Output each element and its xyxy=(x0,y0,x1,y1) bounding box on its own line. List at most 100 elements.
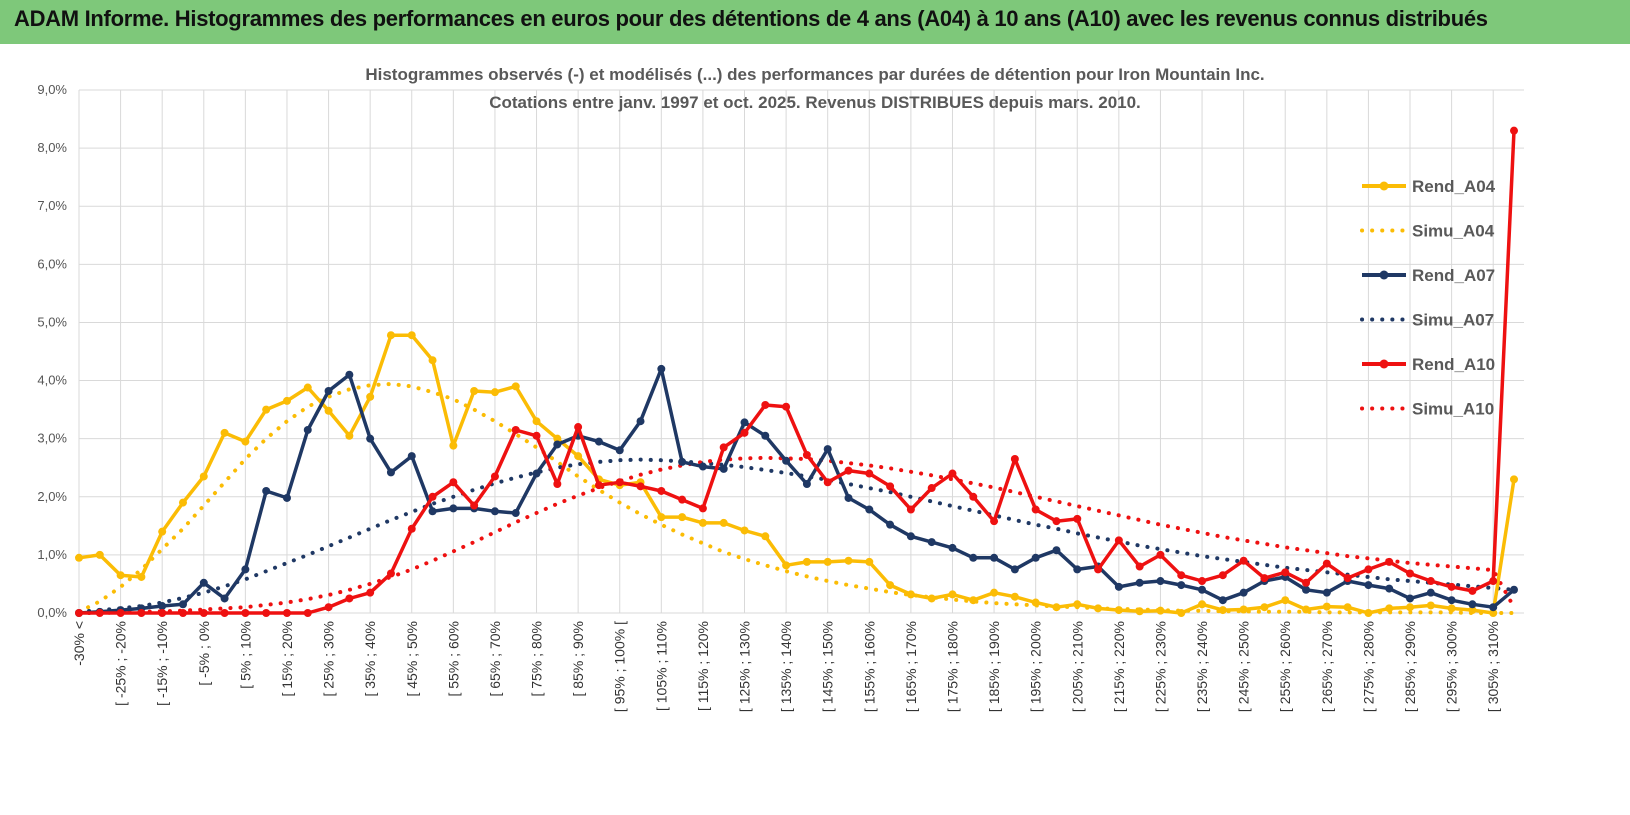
legend-label: Rend_A04 xyxy=(1412,177,1496,196)
data-point xyxy=(1447,604,1456,613)
data-point xyxy=(1135,562,1144,571)
data-point xyxy=(719,464,728,473)
x-tick-label: [ 275% ; 280% xyxy=(1360,621,1376,712)
data-point xyxy=(906,532,915,541)
y-tick-label: 6,0% xyxy=(37,256,67,271)
data-point xyxy=(574,452,583,461)
chart-background xyxy=(0,44,1630,815)
data-point xyxy=(740,428,749,437)
data-point xyxy=(1010,455,1019,464)
data-point xyxy=(782,456,791,465)
data-point xyxy=(1031,598,1040,607)
data-point xyxy=(1114,536,1123,545)
series-group xyxy=(75,126,1518,617)
data-point xyxy=(553,434,562,443)
y-tick-label: 4,0% xyxy=(37,373,67,388)
data-point xyxy=(1177,581,1186,590)
data-point xyxy=(1510,585,1518,594)
data-point xyxy=(1364,565,1373,574)
series-line xyxy=(79,130,1516,615)
x-tick-label: [ 165% ; 170% xyxy=(903,621,919,712)
x-tick-label: [ 295% ; 300% xyxy=(1444,621,1460,712)
data-point xyxy=(1177,609,1186,617)
data-point xyxy=(241,437,250,446)
data-point xyxy=(282,493,291,502)
x-tick-label: -30% < xyxy=(71,621,87,666)
data-point xyxy=(262,405,271,414)
data-point xyxy=(407,452,416,461)
data-point xyxy=(158,602,167,611)
data-point xyxy=(802,557,811,566)
data-point xyxy=(366,392,375,401)
x-tick-label: [ 265% ; 270% xyxy=(1319,621,1335,712)
y-tick-label: 0,0% xyxy=(37,605,67,620)
x-tick-label: [ 55% ; 60% xyxy=(445,621,461,697)
data-point xyxy=(719,518,728,527)
data-point xyxy=(782,402,791,411)
data-point xyxy=(969,492,978,501)
data-point xyxy=(1406,569,1415,578)
data-point xyxy=(75,609,83,617)
data-point xyxy=(678,495,687,504)
data-point xyxy=(844,466,853,475)
data-point xyxy=(906,505,915,514)
data-point xyxy=(657,513,666,522)
data-point xyxy=(241,565,250,574)
data-point xyxy=(1364,609,1373,617)
data-point xyxy=(948,469,957,478)
legend-marker xyxy=(1379,270,1389,280)
data-point xyxy=(1281,568,1290,577)
data-point xyxy=(782,561,791,570)
data-point xyxy=(303,609,312,617)
x-tick-label: [ 245% ; 250% xyxy=(1236,621,1252,712)
data-point xyxy=(137,609,146,617)
x-tick-label: [ 205% ; 210% xyxy=(1069,621,1085,712)
legend-item: Simu_A10 xyxy=(1360,400,1494,419)
data-point xyxy=(220,594,229,603)
x-tick-label: [ 305% ; 310% xyxy=(1485,621,1501,712)
x-tick-label: [ 35% ; 40% xyxy=(362,621,378,697)
data-point xyxy=(1239,556,1248,565)
data-point xyxy=(345,370,354,379)
x-tick-label: [ 85% ; 90% xyxy=(570,621,586,697)
data-point xyxy=(1322,559,1331,568)
data-point xyxy=(636,417,645,426)
data-point xyxy=(199,578,208,587)
chart-title-line-2: Cotations entre janv. 1997 et oct. 2025.… xyxy=(489,93,1141,112)
x-tick-label: [ 175% ; 180% xyxy=(944,621,960,712)
data-point xyxy=(137,572,146,581)
data-point xyxy=(1447,582,1456,591)
series-line xyxy=(77,382,1516,615)
data-point xyxy=(303,383,312,392)
data-point xyxy=(698,518,707,527)
data-point xyxy=(1364,581,1373,590)
y-tick-label: 9,0% xyxy=(37,82,67,97)
data-point xyxy=(262,609,271,617)
data-point xyxy=(428,356,437,365)
data-point xyxy=(636,482,645,491)
data-point xyxy=(615,446,624,455)
data-point xyxy=(366,434,375,443)
data-point xyxy=(428,507,437,516)
data-point xyxy=(1073,514,1082,523)
data-point xyxy=(449,504,458,513)
x-tick-label: [ 185% ; 190% xyxy=(986,621,1002,712)
data-point xyxy=(761,431,770,440)
data-point xyxy=(470,501,479,510)
x-tick-label: [ 215% ; 220% xyxy=(1111,621,1127,712)
data-point xyxy=(220,609,229,617)
data-point xyxy=(324,406,333,415)
data-point xyxy=(948,543,957,552)
data-point xyxy=(1052,517,1061,526)
report-title: ADAM Informe. Histogrammes des performan… xyxy=(14,6,1488,31)
x-tick-label: [ 15% ; 20% xyxy=(279,621,295,697)
data-point xyxy=(407,524,416,533)
data-point xyxy=(594,437,603,446)
data-point xyxy=(282,609,291,617)
data-point xyxy=(158,527,167,536)
series-simu-a04 xyxy=(77,382,1516,615)
data-point xyxy=(740,526,749,535)
data-point xyxy=(511,509,520,518)
data-point xyxy=(95,550,104,559)
x-tick-label: [ 145% ; 150% xyxy=(820,621,836,712)
